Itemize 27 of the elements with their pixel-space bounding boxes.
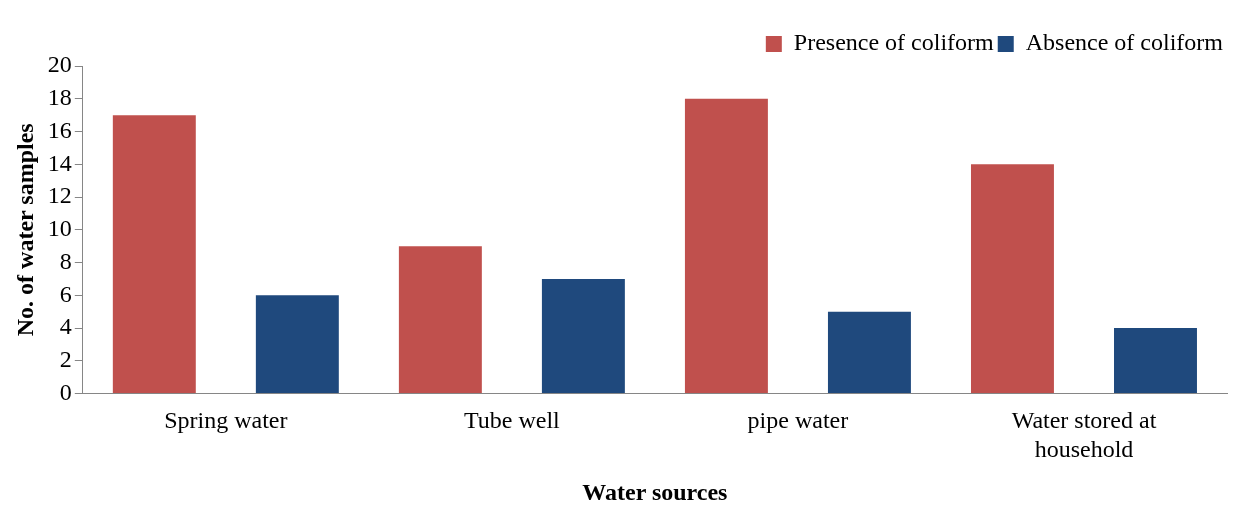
bar xyxy=(398,246,482,394)
y-tick-label: 10 xyxy=(47,215,72,242)
x-tick-label: Spring water xyxy=(164,407,288,434)
y-tick-label: 2 xyxy=(59,346,72,373)
x-axis-title: Water sources xyxy=(582,478,728,505)
x-tick-label: Water stored at household xyxy=(1011,407,1157,463)
bar xyxy=(541,278,625,394)
bar xyxy=(1114,328,1197,394)
y-tick-label: 8 xyxy=(59,247,72,274)
bar xyxy=(255,295,339,394)
x-tick-label: pipe water xyxy=(747,407,849,434)
y-tick-label: 0 xyxy=(59,378,72,405)
bar xyxy=(112,115,196,394)
y-tick-label: 20 xyxy=(47,51,72,78)
y-tick-label: 14 xyxy=(47,149,72,176)
y-axis-title: No. of water samples xyxy=(11,123,38,337)
y-tick-label: 16 xyxy=(47,116,72,143)
legend-label: Absence of coliform xyxy=(1025,29,1224,56)
y-tick-label: 12 xyxy=(47,182,72,209)
bar xyxy=(827,311,911,394)
y-tick-label: 18 xyxy=(47,84,72,111)
bar xyxy=(684,98,768,394)
y-tick-label: 4 xyxy=(59,313,72,340)
y-tick-label: 6 xyxy=(59,280,72,307)
x-tick-label: Tube well xyxy=(463,407,561,434)
bar xyxy=(970,164,1054,394)
legend-label: Presence of coliform xyxy=(793,29,995,56)
